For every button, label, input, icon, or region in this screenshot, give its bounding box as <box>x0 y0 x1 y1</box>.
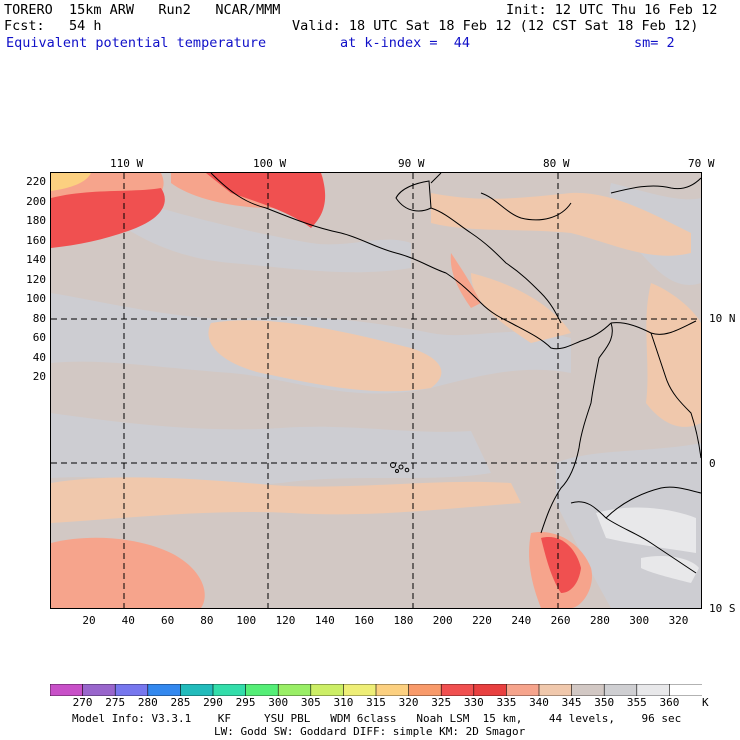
x-tick-label: 120 <box>275 614 296 627</box>
colorbar-level-label: 350 <box>594 696 615 709</box>
colorbar-swatch <box>180 683 214 697</box>
colorbar-level-label: 330 <box>463 696 484 709</box>
colorbar-swatch <box>669 683 703 697</box>
colorbar-swatch <box>538 683 573 697</box>
colorbar-level-label: 280 <box>137 696 158 709</box>
x-tick-label: 60 <box>160 614 175 627</box>
x-tick-label: 140 <box>314 614 335 627</box>
colorbar-level-label: 270 <box>72 696 93 709</box>
y-tick-label: 140 <box>26 253 46 266</box>
latitude-label: 10 N <box>709 312 736 325</box>
colorbar-swatch <box>49 683 84 697</box>
colorbar-level-label: 275 <box>105 696 126 709</box>
y-tick-label: 220 <box>26 175 46 188</box>
colorbar-level-label: 285 <box>170 696 191 709</box>
warmest-core <box>51 173 91 191</box>
y-tick-label: 60 <box>32 331 46 344</box>
peach-regions <box>51 192 701 523</box>
colorbar-level-label: 315 <box>366 696 386 709</box>
valid-time: Valid: 18 UTC Sat 18 Feb 12 (12 CST Sat … <box>292 18 699 34</box>
longitude-label: 110 W <box>110 157 144 170</box>
field-name: Equivalent potential temperature <box>6 35 267 51</box>
colorbar-level-label: 320 <box>398 696 419 709</box>
x-tick-label: 160 <box>354 614 375 627</box>
x-tick-label: 300 <box>629 614 650 627</box>
lat-lon-grid <box>51 173 701 608</box>
colorbar-level-label: 300 <box>268 696 289 709</box>
y-tick-label: 80 <box>32 311 46 325</box>
theta-e-map <box>50 172 702 609</box>
x-tick-label: 40 <box>121 614 135 627</box>
x-tick-label: 260 <box>550 614 571 627</box>
x-tick-label: 80 <box>200 614 214 627</box>
smoothing: sm= 2 <box>634 35 675 51</box>
colorbar-level-label: 290 <box>203 696 223 709</box>
y-tick-label: 100 <box>26 292 46 305</box>
colorbar-swatch <box>571 683 605 697</box>
x-tick-label: 320 <box>668 614 689 627</box>
hot-regions <box>51 173 581 593</box>
y-tick-label: 20 <box>32 370 46 383</box>
x-tick-label: 240 <box>511 614 532 627</box>
colorbar-swatch <box>506 683 540 697</box>
colorbar-swatch <box>603 683 638 697</box>
galapagos-islands <box>390 462 410 473</box>
y-tick-label: 180 <box>26 214 46 227</box>
colorbar-swatch <box>473 683 508 697</box>
longitude-label: 70 W <box>688 157 715 170</box>
colorbar-level-label: 305 <box>300 696 321 709</box>
colorbar-level-label: 340 <box>529 696 549 709</box>
longitude-label: 80 W <box>543 157 570 170</box>
y-tick-label: 200 <box>26 194 46 208</box>
colorbar-level-label: 360 <box>659 696 680 709</box>
longitude-label: 90 W <box>398 157 425 170</box>
colorbar-swatch <box>310 683 345 697</box>
x-tick-label: 200 <box>432 614 453 627</box>
model-run-title: TORERO 15km ARW Run2 NCAR/MMM <box>4 2 281 18</box>
coastlines <box>210 173 701 574</box>
x-tick-label: 220 <box>472 614 492 627</box>
y-tick-label: 120 <box>26 272 46 286</box>
colorbar-swatch <box>343 683 377 697</box>
colorbar-level-label: 295 <box>235 696 256 709</box>
colorbar-swatch <box>277 683 312 697</box>
x-tick-label: 100 <box>236 614 257 627</box>
colorbar-swatch <box>114 683 149 697</box>
andes-light-regions <box>596 507 699 583</box>
colorbar-level-label: 310 <box>333 696 354 709</box>
colorbar-level-label: 355 <box>626 696 647 709</box>
colorbar-swatch <box>440 683 475 697</box>
colorbar-swatch <box>636 683 671 697</box>
model-info: Model Info: V3.3.1 KF YSU PBL WDM 6class… <box>72 712 682 725</box>
latitude-label: 10 S <box>709 602 736 615</box>
init-time: Init: 12 UTC Thu 16 Feb 12 <box>506 2 718 18</box>
x-tick-label: 180 <box>393 614 414 627</box>
colorbar-swatch <box>245 683 280 697</box>
longitude-label: 100 W <box>253 157 287 170</box>
colorbar-swatch <box>212 683 247 697</box>
colorbar <box>49 681 703 697</box>
colorbar-level-label: 345 <box>561 696 582 709</box>
colorbar-swatch <box>147 683 182 697</box>
x-tick-label: 20 <box>82 614 96 627</box>
colorbar-unit: K <box>702 696 709 709</box>
physics-info: LW: Godd SW: Goddard DIFF: simple KM: 2D… <box>214 725 526 738</box>
y-tick-label: 40 <box>32 350 46 364</box>
x-tick-label: 280 <box>589 614 610 627</box>
latitude-label: 0 <box>709 457 716 470</box>
colorbar-level-label: 325 <box>431 696 452 709</box>
k-index: at k-index = 44 <box>340 35 471 51</box>
forecast-hour: Fcst: 54 h <box>4 18 102 34</box>
colorbar-swatch <box>408 683 443 697</box>
colorbar-level-label: 335 <box>496 696 517 709</box>
colorbar-swatch <box>375 683 410 697</box>
y-tick-label: 160 <box>26 233 46 247</box>
colorbar-swatch <box>82 683 116 697</box>
